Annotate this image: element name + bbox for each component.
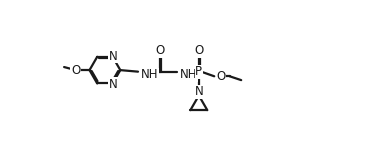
- Text: O: O: [155, 44, 164, 57]
- Text: NH: NH: [141, 68, 159, 81]
- Text: N: N: [109, 78, 118, 91]
- Text: NH: NH: [180, 68, 198, 81]
- Text: O: O: [194, 44, 203, 57]
- Text: O: O: [217, 70, 226, 83]
- Text: P: P: [195, 65, 203, 78]
- Text: N: N: [109, 50, 118, 62]
- Text: N: N: [194, 85, 203, 98]
- Text: O: O: [71, 64, 80, 77]
